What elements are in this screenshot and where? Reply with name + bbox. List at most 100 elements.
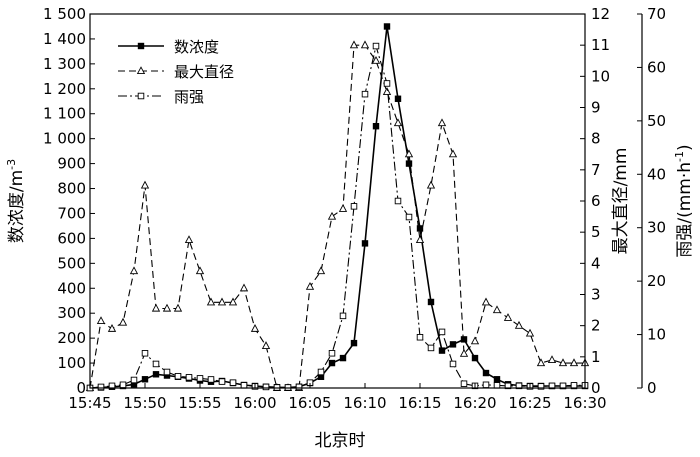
x-tick-label: 16:05 xyxy=(288,394,331,412)
data-point xyxy=(184,235,194,244)
data-point xyxy=(327,211,337,220)
data-point xyxy=(405,160,413,167)
data-point xyxy=(570,382,578,389)
data-point xyxy=(361,90,369,98)
data-point xyxy=(130,376,138,384)
legend-item: 雨强 xyxy=(118,88,204,106)
x-tick-label: 16:25 xyxy=(508,394,551,412)
left-tick-label: 900 xyxy=(57,155,86,173)
x-tick-label: 15:55 xyxy=(178,394,221,412)
left-tick-label: 1 400 xyxy=(43,30,86,48)
right1-tick-label: 6 xyxy=(591,192,601,210)
left-tick-label: 800 xyxy=(57,180,86,198)
data-point xyxy=(504,382,512,390)
data-point xyxy=(141,376,149,383)
plot-frame xyxy=(89,13,586,389)
right2-tick-label: 0 xyxy=(647,379,657,397)
data-point xyxy=(537,383,545,390)
right1-tick-label: 8 xyxy=(591,130,601,148)
data-point xyxy=(493,382,501,389)
data-point xyxy=(426,180,436,189)
data-point xyxy=(118,317,128,326)
data-point xyxy=(482,381,490,389)
data-point xyxy=(108,382,116,390)
series-layer xyxy=(85,23,590,392)
data-point xyxy=(228,297,238,306)
data-point xyxy=(460,380,468,387)
left-tick-label: 0 xyxy=(76,379,86,397)
series-2 xyxy=(86,42,589,392)
data-point xyxy=(449,341,457,348)
right1-tick-label: 0 xyxy=(591,379,601,397)
data-point xyxy=(195,266,205,275)
x-tick-label: 16:20 xyxy=(453,394,496,412)
right1-axis-title: 最大直径/mm xyxy=(611,148,631,255)
data-point xyxy=(328,359,336,367)
data-point xyxy=(493,376,501,383)
left-tick-label: 1 100 xyxy=(43,105,86,123)
right2-axis-title: 雨强/(mm·h-1) xyxy=(673,144,695,257)
data-point xyxy=(339,312,347,320)
x-tick-label: 15:50 xyxy=(123,394,166,412)
data-point xyxy=(339,354,347,362)
right2-tick-label: 10 xyxy=(647,326,666,344)
data-point xyxy=(97,383,105,391)
data-point xyxy=(482,369,490,377)
data-point xyxy=(174,372,182,380)
data-point xyxy=(427,344,435,352)
data-point xyxy=(349,40,359,49)
data-point xyxy=(361,240,369,247)
left-tick-label: 1 000 xyxy=(43,130,86,148)
data-point xyxy=(261,341,271,349)
data-point xyxy=(107,324,117,332)
legend-marker xyxy=(136,66,146,75)
data-point xyxy=(438,347,446,354)
data-point xyxy=(471,354,479,362)
right1-tick-label: 12 xyxy=(591,5,610,23)
left-tick-label: 1 500 xyxy=(43,5,86,23)
data-point xyxy=(459,348,469,357)
series-line xyxy=(89,26,585,389)
x-tick-label: 16:15 xyxy=(398,394,441,412)
data-point xyxy=(295,383,303,391)
data-point xyxy=(393,118,403,127)
left-axis-title: 数浓度/m-3 xyxy=(5,159,27,243)
data-point xyxy=(470,336,480,345)
data-point xyxy=(218,378,226,385)
legend-label: 数浓度 xyxy=(174,38,219,56)
legend-item: 数浓度 xyxy=(118,38,219,56)
data-point xyxy=(525,328,535,337)
right1-tick-label: 4 xyxy=(591,254,601,272)
data-point xyxy=(394,197,402,205)
right1-tick-label: 1 xyxy=(591,348,601,366)
legend-marker xyxy=(137,42,145,50)
data-point xyxy=(536,358,546,367)
data-point xyxy=(240,382,248,389)
data-point xyxy=(350,203,358,210)
x-tick-label: 16:30 xyxy=(563,394,606,412)
data-point xyxy=(140,180,150,189)
data-point xyxy=(383,23,391,30)
data-point xyxy=(162,303,172,312)
data-point xyxy=(141,350,149,357)
left-tick-label: 600 xyxy=(57,229,86,247)
data-point xyxy=(438,328,446,336)
series-0 xyxy=(86,23,589,392)
data-point xyxy=(481,297,491,306)
data-point xyxy=(196,375,204,382)
data-point xyxy=(515,382,523,390)
right2-tick-label: 50 xyxy=(647,112,666,130)
right1-tick-label: 10 xyxy=(591,67,610,85)
data-point xyxy=(229,379,237,386)
series-line xyxy=(89,44,585,389)
data-point xyxy=(350,339,358,347)
x-tick-label: 15:45 xyxy=(68,394,111,412)
data-point xyxy=(360,40,370,49)
left-tick-label: 400 xyxy=(57,279,86,297)
right2-tick-label: 60 xyxy=(647,58,666,76)
data-point xyxy=(382,87,392,95)
data-point xyxy=(185,374,193,381)
data-point xyxy=(338,204,348,212)
